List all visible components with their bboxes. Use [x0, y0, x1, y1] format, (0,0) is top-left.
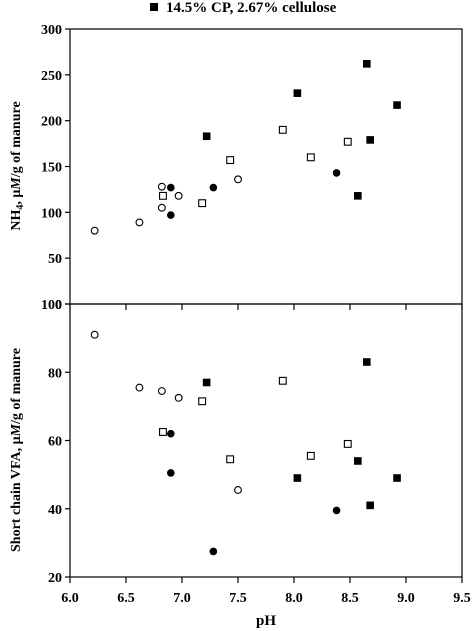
top-y-tick-label: 150: [41, 161, 62, 176]
top-y-axis: 0 50 100 150 200 250 300: [41, 23, 70, 313]
top-point-open-square: [198, 199, 207, 208]
legend: 14.5% CP, 2.67% cellulose: [150, 0, 337, 16]
top-point-filled-circle: [167, 211, 175, 219]
legend-label: 14.5% CP, 2.67% cellulose: [166, 0, 337, 16]
bottom-point-filled-square: [293, 474, 302, 482]
top-ylabel-main: NH: [9, 210, 24, 231]
top-point-open-square: [343, 137, 352, 146]
top-point-open-square: [306, 153, 315, 162]
bottom-point-open-square: [159, 428, 167, 436]
top-y-tick-label: 0: [55, 298, 62, 313]
bottom-point-filled-square: [363, 358, 371, 366]
top-point-filled-circle: [167, 183, 175, 192]
bottom-y-tick-label: 60: [48, 435, 62, 450]
top-ylabel-M: M: [9, 177, 24, 191]
top-y-tick-label: 250: [41, 69, 62, 84]
bottom-y-axis: 20 40 60 80 100: [41, 298, 70, 586]
x-tick-label: 6.5: [117, 591, 135, 606]
bottom-panel-frame: [69, 303, 463, 578]
top-panel: 0 50 100 150 200 250 300 NH4, μM/g of manure: [9, 23, 463, 313]
bottom-y-tick-label: 20: [48, 571, 62, 586]
x-tick-label: 7.0: [173, 591, 191, 606]
top-point-filled-square: [202, 132, 211, 141]
top-point-filled-square: [363, 60, 371, 68]
x-tick-label: 7.5: [229, 591, 247, 606]
bottom-point-filled-square: [393, 474, 401, 482]
top-ylabel-pre: ,: [9, 198, 24, 205]
x-tick-label: 9.0: [397, 591, 415, 606]
bottom-point-open-circle: [90, 330, 99, 339]
top-y-tick-label: 200: [41, 115, 62, 130]
bottom-y-axis-label: Short chain VFA, μM/g of manure: [9, 348, 24, 552]
bottom-point-open-circle: [157, 387, 166, 395]
top-plot-area: [90, 60, 401, 235]
bottom-point-filled-square: [202, 378, 211, 387]
x-tick-label: 6.0: [61, 591, 79, 606]
bottom-point-filled-square: [354, 457, 362, 465]
x-axis-label: pH: [256, 613, 276, 629]
top-point-filled-square: [393, 101, 401, 109]
bottom-point-filled-circle: [167, 429, 175, 438]
bottom-point-filled-square: [366, 501, 374, 510]
bottom-point-open-circle: [135, 383, 144, 392]
bottom-point-open-square: [306, 451, 315, 460]
bottom-ylabel-rest: /g of manure: [9, 348, 24, 425]
top-ylabel-rest: /g of manure: [9, 101, 24, 178]
top-point-open-square: [278, 125, 287, 134]
top-point-open-circle: [90, 226, 99, 235]
x-tick-label: 8.5: [341, 591, 359, 606]
top-point-filled-square: [354, 192, 362, 200]
top-point-filled-circle: [209, 183, 218, 192]
top-point-open-square: [226, 156, 235, 165]
top-point-filled-circle: [332, 169, 341, 177]
top-y-tick-label: 300: [41, 23, 62, 38]
bottom-plot-area: [90, 330, 401, 556]
legend-marker-filled-square: [150, 3, 158, 11]
bottom-y-tick-label: 40: [48, 503, 62, 518]
top-ylabel-sub: 4: [15, 205, 26, 210]
x-tick-label: 8.0: [285, 591, 303, 606]
top-point-open-circle: [174, 191, 183, 200]
bottom-point-filled-circle: [209, 547, 218, 556]
top-point-filled-square: [293, 89, 302, 97]
bottom-point-open-square: [343, 439, 352, 448]
bottom-ylabel-main: Short chain VFA,: [9, 444, 24, 552]
bottom-point-open-square: [278, 376, 287, 385]
bottom-point-open-square: [198, 397, 207, 406]
x-axis: 6.0 6.5 7.0 7.5 8.0 8.5 9.0 9.5: [61, 304, 471, 606]
top-y-tick-label: 50: [48, 252, 62, 267]
top-ylabel-mu: μ: [9, 190, 24, 198]
bottom-panel: 20 40 60 80 100 Short chain VFA, μM/g of man…: [9, 298, 463, 586]
x-tick-label: 9.5: [453, 591, 471, 606]
top-point-open-circle: [234, 175, 242, 184]
bottom-y-tick-label: 80: [48, 366, 62, 381]
bottom-point-filled-circle: [167, 469, 175, 477]
top-point-open-circle: [157, 203, 166, 212]
top-point-filled-square: [366, 136, 374, 144]
top-point-open-square: [159, 191, 167, 200]
bottom-y-tick-label: 100: [41, 298, 62, 313]
bottom-point-open-circle: [174, 393, 183, 402]
top-y-axis-label: NH4, μM/g of manure: [9, 101, 26, 230]
bottom-ylabel-mu: μ: [9, 436, 24, 444]
top-point-open-circle: [157, 182, 166, 191]
bottom-point-filled-circle: [332, 506, 341, 515]
top-point-open-circle: [135, 218, 144, 227]
top-y-tick-label: 100: [41, 206, 62, 221]
bottom-point-open-square: [226, 455, 235, 464]
top-panel-frame: [69, 28, 463, 305]
bottom-point-open-circle: [234, 486, 242, 494]
bottom-ylabel-M: M: [9, 423, 24, 437]
